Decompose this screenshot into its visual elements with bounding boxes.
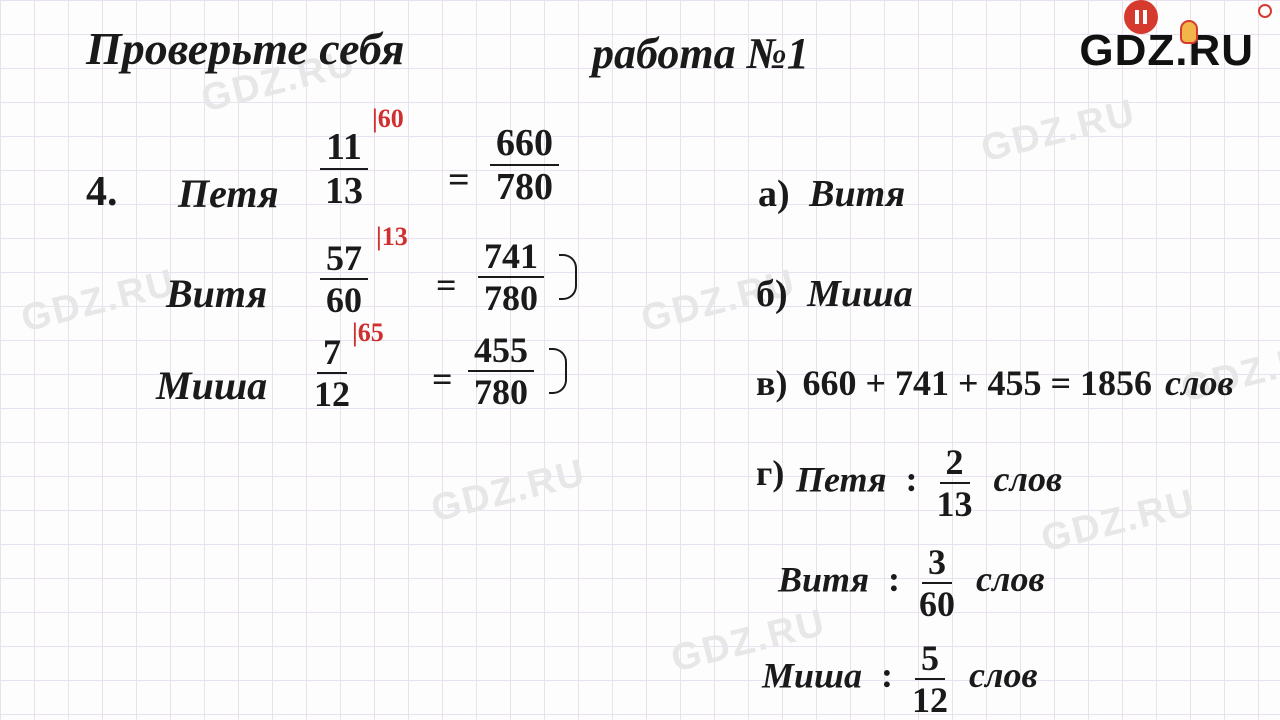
g1-name: Петя bbox=[796, 459, 887, 499]
answer-a-text: Витя bbox=[809, 173, 905, 215]
answer-g-line-1: Петя : 213 слов bbox=[796, 444, 1062, 522]
problem-number: 4. bbox=[86, 168, 118, 216]
grid-paper-background bbox=[0, 0, 1280, 720]
answer-g-label: г) bbox=[756, 452, 784, 494]
bracket-icon bbox=[559, 254, 577, 300]
g2-unit: слов bbox=[976, 559, 1045, 599]
multiplier-petya: |60 bbox=[372, 104, 404, 134]
multiplier-vitya: |13 bbox=[376, 222, 408, 252]
answer-v: в) 660 + 741 + 455 = 1856 слов bbox=[756, 362, 1234, 404]
g2-name: Витя bbox=[778, 559, 869, 599]
result-vitya: 741780 bbox=[478, 238, 577, 316]
answer-a: а) Витя bbox=[758, 172, 905, 216]
answer-b: б) Миша bbox=[756, 272, 913, 316]
pause-button[interactable] bbox=[1124, 0, 1158, 34]
name-misha: Миша bbox=[156, 362, 267, 409]
g3-unit: слов bbox=[969, 655, 1038, 695]
g1-unit: слов bbox=[994, 459, 1063, 499]
hint-icon[interactable] bbox=[1180, 20, 1198, 44]
title-left: Проверьте себя bbox=[86, 22, 404, 75]
name-petya: Петя bbox=[178, 170, 279, 217]
equals-1: = bbox=[448, 158, 470, 202]
g3-name: Миша bbox=[762, 655, 862, 695]
frac-petya: 1113 bbox=[320, 128, 368, 210]
title-right: работа №1 bbox=[592, 28, 809, 79]
bracket-icon bbox=[549, 348, 567, 394]
answer-g-line-3: Миша : 512 слов bbox=[762, 640, 1038, 718]
answer-b-label: б) bbox=[756, 273, 788, 315]
frac-vitya: 5760 bbox=[320, 240, 368, 318]
circle-icon bbox=[1258, 4, 1272, 18]
answer-a-label: а) bbox=[758, 173, 790, 215]
name-vitya: Витя bbox=[166, 270, 267, 317]
multiplier-misha: |65 bbox=[352, 318, 384, 348]
answer-g-line-2: Витя : 360 слов bbox=[778, 544, 1045, 622]
equals-3: = bbox=[432, 358, 453, 400]
result-misha: 455780 bbox=[468, 332, 567, 410]
answer-b-text: Миша bbox=[807, 273, 913, 315]
answer-v-expr: 660 + 741 + 455 = 1856 bbox=[802, 363, 1152, 403]
result-petya: 660780 bbox=[490, 124, 559, 206]
equals-2: = bbox=[436, 264, 457, 306]
site-logo: GDZ.RU bbox=[1079, 26, 1254, 76]
answer-v-unit: слов bbox=[1165, 363, 1234, 403]
frac-misha: 712 bbox=[314, 334, 350, 412]
answer-v-label: в) bbox=[756, 363, 787, 403]
